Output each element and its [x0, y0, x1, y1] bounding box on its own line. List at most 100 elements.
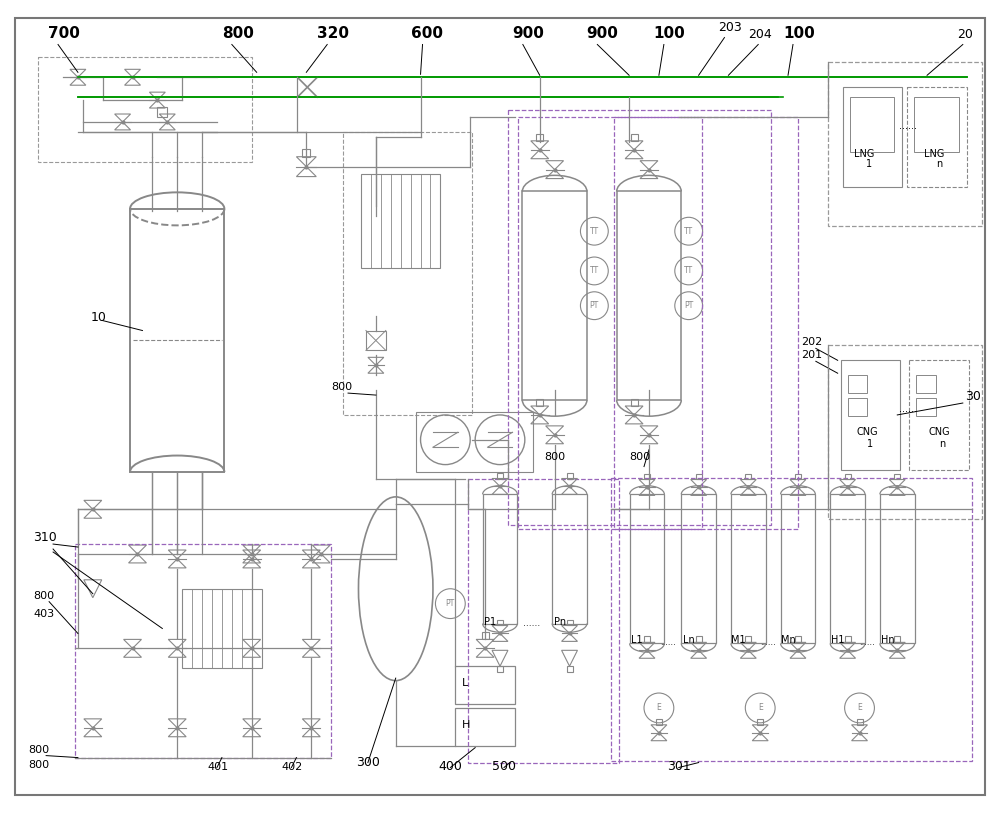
Text: 800: 800: [545, 452, 566, 462]
Bar: [894, 637, 900, 642]
Text: 10: 10: [91, 311, 107, 324]
Bar: [845, 637, 851, 642]
Bar: [536, 399, 543, 406]
Text: ......: ......: [760, 638, 776, 647]
Bar: [567, 620, 573, 625]
Text: 30: 30: [965, 390, 981, 403]
Bar: [845, 473, 851, 480]
Bar: [795, 473, 801, 480]
Text: 800: 800: [331, 382, 352, 392]
Bar: [745, 637, 751, 642]
Text: E: E: [857, 703, 862, 712]
Text: P1: P1: [484, 618, 496, 628]
Bar: [757, 719, 763, 725]
Text: 400: 400: [438, 760, 462, 773]
Text: 310: 310: [33, 531, 57, 544]
Text: L1: L1: [631, 636, 643, 646]
Bar: [552, 494, 587, 624]
Text: 100: 100: [653, 25, 685, 41]
Bar: [909, 360, 969, 470]
Text: ......: ......: [660, 638, 676, 647]
Text: PT: PT: [684, 301, 693, 311]
Bar: [508, 110, 771, 525]
Text: 20: 20: [957, 28, 973, 41]
Bar: [696, 637, 702, 642]
Bar: [850, 97, 894, 152]
Text: 800: 800: [28, 759, 49, 770]
Bar: [894, 473, 900, 480]
Bar: [483, 494, 517, 624]
Bar: [848, 376, 867, 393]
Bar: [482, 633, 489, 639]
Text: L: L: [462, 678, 469, 688]
Text: 800: 800: [28, 745, 49, 754]
Text: H: H: [462, 720, 471, 730]
Text: ......: ......: [899, 404, 917, 414]
Bar: [916, 398, 936, 416]
Bar: [567, 472, 573, 479]
Text: H1: H1: [831, 636, 844, 646]
Bar: [157, 107, 167, 117]
Text: 202: 202: [801, 337, 822, 347]
Text: Mn: Mn: [781, 636, 795, 646]
Bar: [536, 134, 543, 141]
Text: n: n: [936, 159, 942, 168]
Bar: [631, 134, 638, 141]
Bar: [455, 708, 515, 746]
Bar: [843, 87, 902, 186]
Text: ......: ......: [523, 620, 540, 628]
Bar: [455, 666, 515, 704]
Bar: [848, 398, 867, 416]
Text: 900: 900: [586, 25, 618, 41]
Text: 100: 100: [783, 25, 815, 41]
Bar: [614, 117, 798, 529]
Bar: [302, 149, 310, 157]
Text: 402: 402: [282, 763, 303, 772]
Text: TT: TT: [590, 227, 599, 236]
Text: Ln: Ln: [683, 636, 695, 646]
Bar: [468, 480, 619, 763]
Text: LNG: LNG: [854, 149, 875, 159]
Bar: [841, 360, 900, 470]
Bar: [644, 637, 650, 642]
Bar: [130, 209, 224, 472]
Text: 500: 500: [492, 760, 516, 773]
Text: Pn: Pn: [554, 618, 566, 628]
Bar: [497, 666, 503, 672]
Bar: [366, 331, 386, 350]
Bar: [907, 87, 967, 186]
Bar: [828, 346, 982, 520]
Text: 800: 800: [629, 452, 650, 462]
Bar: [416, 412, 533, 472]
Bar: [696, 473, 702, 480]
Bar: [75, 544, 331, 758]
Text: ......: ......: [899, 121, 917, 131]
Text: 600: 600: [411, 25, 443, 41]
Text: ......: ......: [860, 638, 875, 647]
Text: PT: PT: [446, 599, 455, 608]
Text: 401: 401: [207, 763, 228, 772]
Bar: [656, 719, 662, 725]
Text: 700: 700: [48, 25, 80, 41]
Bar: [745, 473, 751, 480]
Bar: [497, 620, 503, 625]
Text: LNG: LNG: [924, 149, 944, 159]
Bar: [857, 719, 863, 725]
Text: 1: 1: [866, 159, 873, 168]
Text: 800: 800: [33, 591, 54, 601]
Text: CNG: CNG: [928, 427, 950, 437]
Text: 301: 301: [667, 760, 691, 773]
Text: 800: 800: [222, 25, 254, 41]
Bar: [828, 63, 982, 226]
Text: TT: TT: [590, 267, 599, 276]
Bar: [795, 637, 801, 642]
Text: 300: 300: [356, 755, 380, 768]
Text: 320: 320: [317, 25, 349, 41]
Text: M1: M1: [731, 636, 746, 646]
Bar: [182, 589, 262, 668]
Bar: [781, 494, 815, 643]
Text: 204: 204: [748, 28, 772, 41]
Text: n: n: [939, 439, 945, 449]
Text: 900: 900: [512, 25, 544, 41]
Bar: [644, 473, 650, 480]
